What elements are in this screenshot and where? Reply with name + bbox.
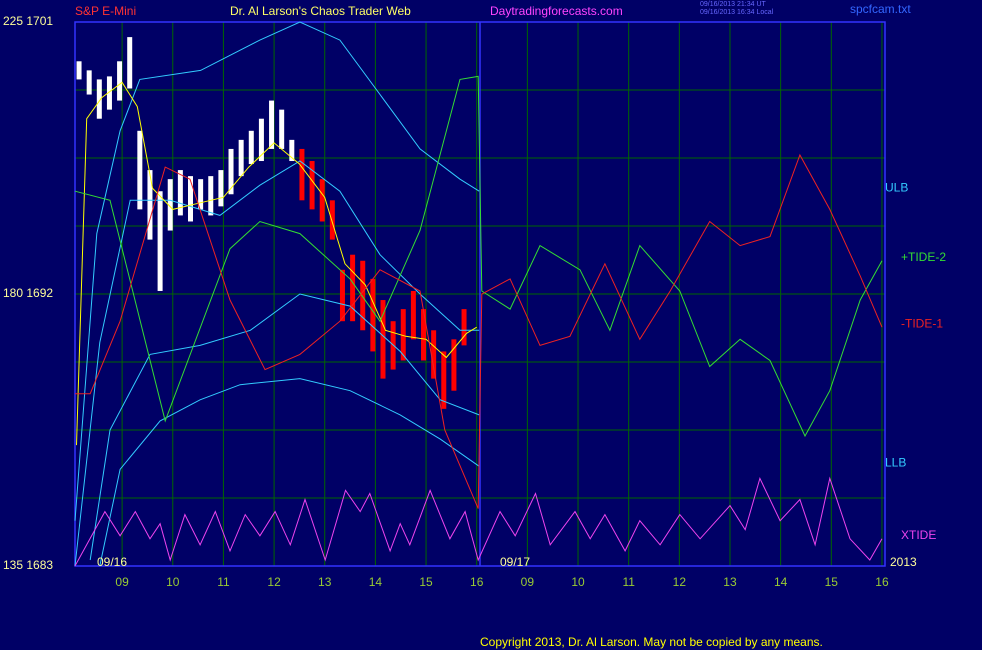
legend-label: ULB — [885, 180, 908, 194]
x-tick-label: 12 — [673, 575, 687, 589]
price-bar — [137, 130, 143, 210]
legend-label: -TIDE-1 — [901, 316, 943, 330]
site-title: Dr. Al Larson's Chaos Trader Web — [230, 4, 411, 18]
price-bar — [400, 309, 406, 361]
date-label: 09/16 — [97, 555, 127, 569]
instrument: S&P E-Mini — [75, 4, 136, 18]
x-tick-label: 13 — [723, 575, 737, 589]
legend-label: +TIDE-2 — [901, 250, 946, 264]
legend-label: XTIDE — [901, 528, 936, 542]
series-line — [89, 293, 480, 561]
price-bar — [208, 176, 214, 216]
price-bar — [441, 351, 447, 409]
series-line — [74, 476, 883, 567]
price-bar — [269, 100, 275, 149]
price-bar — [86, 70, 92, 95]
price-bar — [421, 309, 427, 361]
x-tick-label: 16 — [875, 575, 889, 589]
price-bar — [360, 260, 366, 331]
price-bar — [309, 161, 315, 210]
x-tick-label: 12 — [267, 575, 281, 589]
price-bar — [198, 179, 204, 210]
time-local: 09/16/2013 16:34 Local — [700, 9, 774, 16]
price-bar — [76, 61, 82, 80]
marks — [74, 21, 883, 567]
price-bar — [279, 109, 285, 149]
price-bar — [106, 76, 112, 110]
y-tick-label: 180 1692 — [3, 286, 53, 300]
price-bar — [329, 200, 335, 240]
date-label: 2013 — [890, 555, 917, 569]
labels: S&P E-Mini Dr. Al Larson's Chaos Trader … — [3, 1, 946, 649]
price-bar — [461, 309, 467, 346]
price-bar — [431, 330, 437, 379]
date-label: 09/17 — [500, 555, 530, 569]
file-name: spcfcam.txt — [850, 2, 911, 16]
x-tick-label: 14 — [774, 575, 788, 589]
price-bar — [147, 170, 153, 240]
x-tick-label: 09 — [115, 575, 129, 589]
price-bar — [299, 148, 305, 201]
grid — [75, 21, 885, 567]
legend-label: LLB — [885, 455, 906, 469]
price-bar — [339, 269, 345, 322]
price-bar — [157, 191, 163, 291]
price-bar — [289, 139, 295, 162]
site-url: Daytradingforecasts.com — [490, 4, 623, 18]
y-tick-label: 225 1701 — [3, 14, 53, 28]
copyright: Copyright 2013, Dr. Al Larson. May not b… — [480, 635, 823, 649]
price-bar — [117, 61, 123, 101]
price-bar — [410, 290, 416, 340]
price-bar — [218, 170, 224, 207]
price-bar — [370, 278, 376, 352]
price-bar — [177, 170, 183, 216]
price-bar — [451, 339, 457, 391]
x-tick-label: 10 — [166, 575, 180, 589]
y-tick-label: 135 1683 — [3, 558, 53, 572]
price-bar — [228, 148, 234, 195]
price-bar — [258, 118, 264, 162]
x-tick-label: 15 — [419, 575, 433, 589]
x-tick-label: 14 — [369, 575, 383, 589]
series-line — [76, 81, 477, 446]
x-tick-label: 13 — [318, 575, 332, 589]
price-bar — [350, 254, 356, 322]
price-bar — [167, 179, 173, 231]
price-bar — [127, 37, 133, 89]
series-line — [74, 21, 480, 521]
price-bar — [96, 79, 102, 119]
series-line — [99, 378, 480, 567]
x-tick-label: 10 — [571, 575, 585, 589]
x-tick-label: 11 — [622, 575, 635, 589]
x-tick-label: 15 — [825, 575, 839, 589]
price-bar — [238, 139, 244, 177]
x-tick-label: 09 — [521, 575, 535, 589]
price-bar — [319, 179, 325, 222]
x-tick-label: 11 — [217, 575, 230, 589]
x-tick-label: 16 — [470, 575, 484, 589]
time-ut: 09/16/2013 21:34 UT — [700, 1, 766, 8]
series-line — [75, 153, 883, 509]
series-line — [74, 160, 480, 567]
price-bar — [248, 130, 254, 165]
price-bar — [380, 300, 386, 379]
series-line — [74, 75, 883, 438]
price-bar — [187, 176, 193, 222]
